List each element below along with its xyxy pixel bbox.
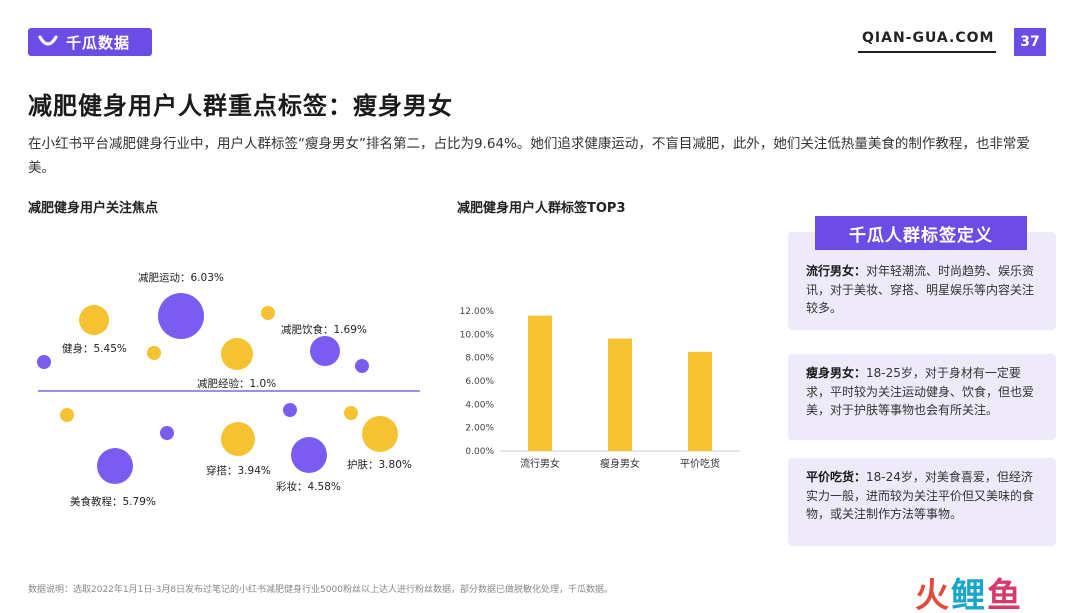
y-tick-label: 12.00% [460,307,495,317]
top3-bar-chart: 0.00% 2.00% 4.00% 6.00% 8.00% 10.00% 12.00% 流行男… [460,307,740,470]
intro-paragraph: 在小红书平台减肥健身行业中，用户人群标签“瘦身男女”排名第二，占比为9.64%。… [28,136,1030,176]
bar-1 [528,315,552,451]
brand-logo: 千瓜数据 [28,28,152,56]
bubble-dot-small-yellow [147,346,161,360]
bubble-weight-loss-exercise [158,293,204,339]
bubble-food-tutorial [97,448,133,484]
bubble-dot-small-purple [37,355,51,369]
bubble-dot-yellow-left [60,408,74,422]
bubble-dot-yellow-top [261,306,275,320]
site-url: QIAN-GUA.COM [862,30,995,46]
corner-brand-char-2: 鲤 [951,576,987,613]
bubble-dot-purple-low [283,403,297,417]
label-makeup: 彩妆：4.58% [276,481,341,493]
term-slim: 瘦身男女： [806,366,867,380]
label-outfit: 穿搭：3.94% [206,465,271,477]
page-title: 减肥健身用户人群重点标签：瘦身男女 [28,92,453,120]
page-number: 37 [1014,28,1046,56]
term-trendy: 流行男女： [806,264,867,278]
definitions-title: 千瓜人群标签定义 [815,216,1027,250]
corner-brand-logo: 火 鲤 鱼 [915,568,1023,613]
y-tick-label: 10.00% [460,330,495,340]
focus-section-title: 减肥健身用户关注焦点 [28,201,159,216]
corner-brand-char-1: 火 [915,576,951,613]
x-tick-label: 平价吃货 [680,457,720,470]
corner-brand-char-3: 鱼 [987,576,1023,613]
label-fitness: 健身：5.45% [62,343,127,355]
site-underline [858,51,996,53]
bubble-outfit [221,422,255,456]
bubble-skincare [362,416,398,452]
y-tick-label: 2.00% [465,424,494,434]
definition-card-slim: 瘦身男女：18-25岁，对于身材有一定要求，平时较为关注运动健身、饮食，但也爱美… [788,354,1056,440]
bubble-experience [221,338,253,370]
y-tick-label: 4.00% [465,400,494,410]
bubble-dot-purple-mid [160,426,174,440]
bubble-diet [310,336,340,366]
label-diet: 减肥饮食：1.69% [281,324,367,336]
def-foodie: 18-24岁，对美食喜爱，但经济实力一般，进而较为关注平价但又美味的食物，或关注… [806,470,1035,521]
brand-mark-icon [38,35,58,49]
label-food-tutorial: 美食教程：5.79% [70,496,156,508]
x-tick-label: 瘦身男女 [600,457,640,470]
bubble-makeup [291,437,327,473]
y-tick-label: 0.00% [465,447,494,457]
bubble-dot-yellow-low [344,406,358,420]
label-weight-loss-exercise: 减肥运动：6.03% [138,272,224,284]
term-foodie: 平价吃货： [806,470,867,484]
bubble-dot-purple-right [355,359,369,373]
def-trendy: 对年轻潮流、时尚趋势、娱乐资讯，对于美妆、穿搭、明星娱乐等内容关注较多。 [806,264,1035,315]
bar-2 [608,338,632,451]
label-skincare: 护肤：3.80% [347,459,412,471]
definition-card-foodie: 平价吃货：18-24岁，对美食喜爱，但经济实力一般，进而较为关注平价但又美味的食… [788,458,1056,546]
focus-divider [38,390,420,392]
def-slim: 18-25岁，对于身材有一定要求，平时较为关注运动健身、饮食，但也爱美，对于护肤… [806,366,1035,417]
x-tick-label: 流行男女 [520,457,560,470]
bar-3 [688,351,712,451]
y-tick-label: 6.00% [465,377,494,387]
chart-title: 减肥健身用户人群标签TOP3 [457,201,626,216]
label-experience: 减肥经验：1.0% [197,378,277,390]
bubble-fitness [79,305,109,335]
y-tick-label: 8.00% [465,354,494,364]
brand-name: 千瓜数据 [66,33,131,52]
data-footnote: 数据说明：选取2022年1月1日-3月8日发布过笔记的小红书减肥健身行业5000… [28,585,613,595]
